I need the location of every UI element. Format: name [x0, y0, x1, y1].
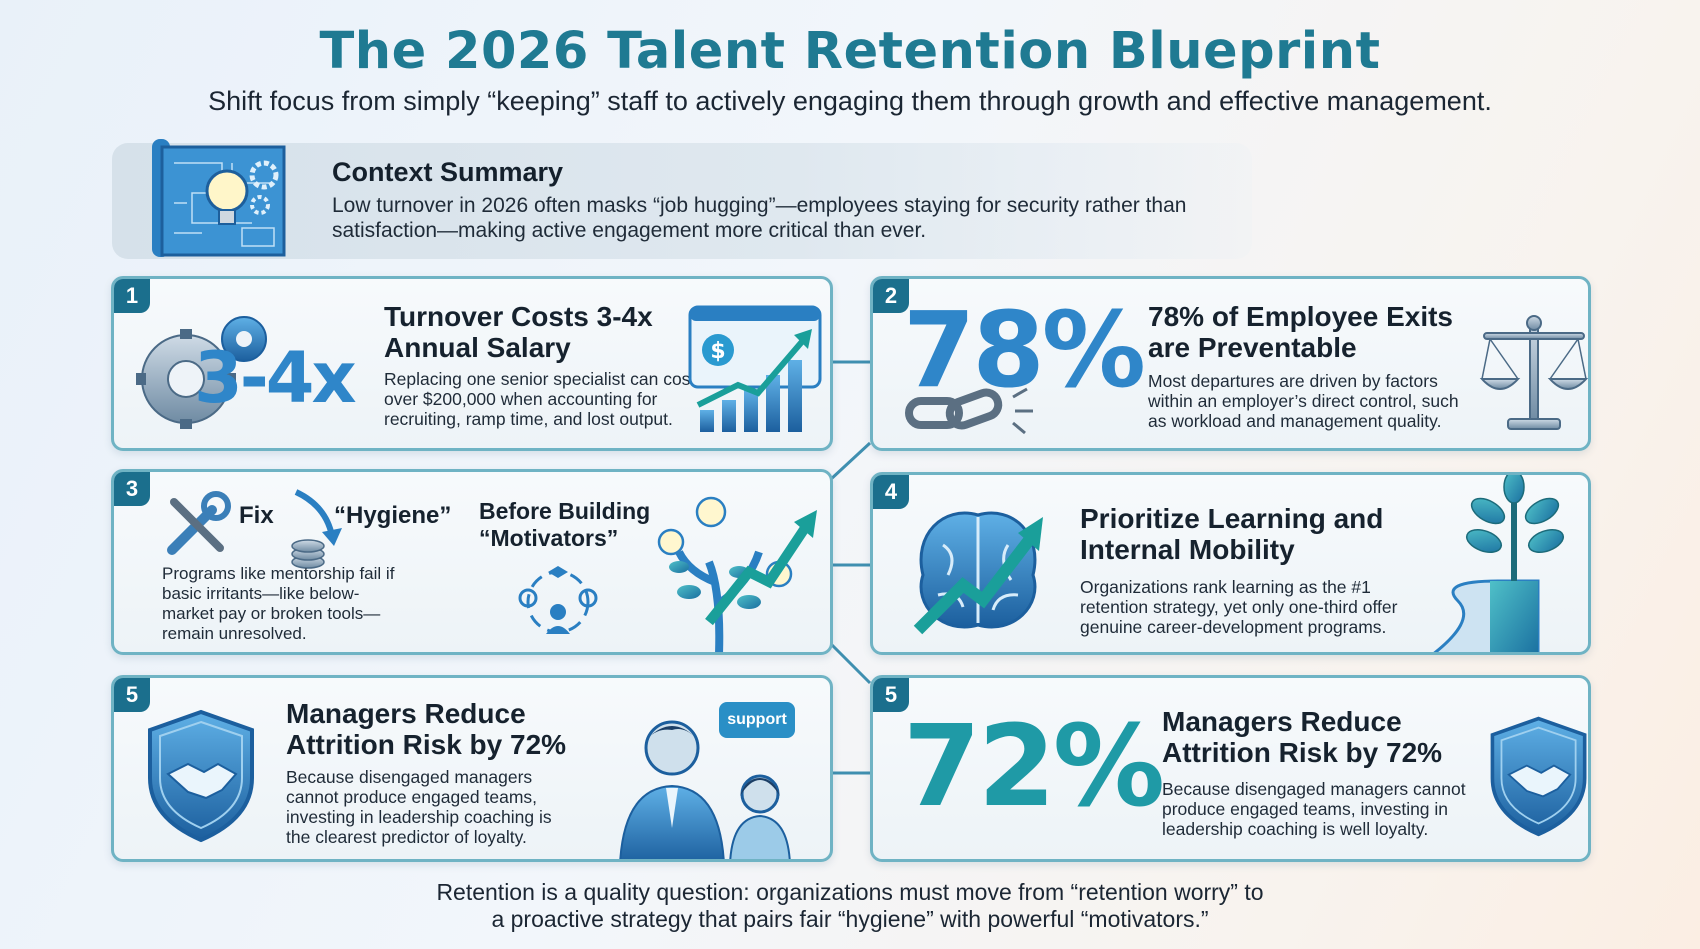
card-text: Organizations rank learning as the #1 re…	[1080, 577, 1398, 637]
broken-chain-icon	[905, 387, 1033, 435]
context-title: Context Summary	[332, 157, 564, 187]
card-text: Because disengaged managers cannot produ…	[286, 767, 552, 847]
hygiene-label: “Hygiene”	[334, 502, 452, 529]
svg-text:$: $	[710, 339, 725, 364]
card-text: Most departures are driven by factors wi…	[1148, 371, 1459, 431]
handshake-shield-icon	[1490, 716, 1587, 837]
card-number-badge: 5	[873, 678, 909, 712]
card-text: Programs like mentorship fail if basic i…	[162, 564, 395, 643]
support-bubble-text: support	[727, 711, 787, 728]
card-title: Turnover Costs 3-4x Annual Salary	[384, 301, 653, 363]
footer-line-2: a proactive strategy that pairs fair “hy…	[491, 906, 1209, 932]
card-title: 78% of Employee Exits are Preventable	[1148, 301, 1454, 363]
card-turnover-cost: 1 3-4x Turnover Costs 3-4x Annual Salary…	[111, 276, 833, 451]
card-number-badge: 2	[873, 279, 909, 313]
footer-line-1: Retention is a quality question: organiz…	[436, 879, 1264, 905]
tools-icon	[167, 491, 231, 555]
gears-icon	[136, 316, 267, 429]
card-preventable-exits: 2 78% 78% of Employee Exits are Preventa…	[870, 276, 1591, 451]
card-text: Replacing one senior specialist can cost…	[384, 369, 696, 429]
card-text: Because disengaged managers cannot produ…	[1162, 779, 1466, 839]
stat-3-4x: 3-4x	[194, 337, 357, 419]
manager-employee-icon	[619, 720, 791, 859]
brain-growth-icon	[913, 511, 1043, 635]
card-learning-mobility: 4 Prioritize Learning and Internal Mobil…	[870, 472, 1591, 655]
page-title: The 2026 Talent Retention Blueprint	[319, 22, 1381, 81]
blueprint-lightbulb-icon	[152, 139, 286, 257]
handshake-shield-icon	[148, 709, 254, 843]
card-fix-hygiene: 3 Fix “Hygiene” Before Building “Motivat…	[111, 469, 833, 655]
card-title: Prioritize Learning and Internal Mobilit…	[1080, 503, 1384, 565]
fix-label: Fix	[239, 502, 274, 529]
coins-down-icon	[291, 489, 342, 569]
card-title: Before Building “Motivators”	[479, 498, 651, 551]
card-number-badge: 5	[114, 678, 150, 712]
plant-path-icon	[1433, 475, 1565, 652]
scales-icon	[1479, 315, 1588, 430]
card-number-badge: 3	[114, 472, 150, 506]
context-summary-panel: Context Summary Low turnover in 2026 oft…	[112, 139, 1252, 259]
card-managers-left: 5 Managers Reduce Attrition Risk by 72% …	[111, 675, 833, 862]
footer-summary: Retention is a quality question: organiz…	[0, 879, 1700, 933]
page-subtitle: Shift focus from simply “keeping” staff …	[208, 86, 1492, 116]
card-title: Managers Reduce Attrition Risk by 72%	[1162, 706, 1443, 768]
card-number-badge: 4	[873, 475, 909, 509]
support-bubble: support	[719, 702, 795, 738]
card-title: Managers Reduce Attrition Risk by 72%	[286, 698, 567, 760]
idea-tree-icon	[657, 496, 817, 652]
mentorship-cycle-icon	[518, 566, 598, 634]
card-managers-right: 5 72% Managers Reduce Attrition Risk by …	[870, 675, 1591, 862]
context-text: Low turnover in 2026 often masks “job hu…	[332, 194, 1187, 242]
card-number-badge: 1	[114, 279, 150, 313]
stat-72-percent: 72%	[903, 702, 1165, 832]
growth-chart-icon: $	[688, 305, 822, 432]
